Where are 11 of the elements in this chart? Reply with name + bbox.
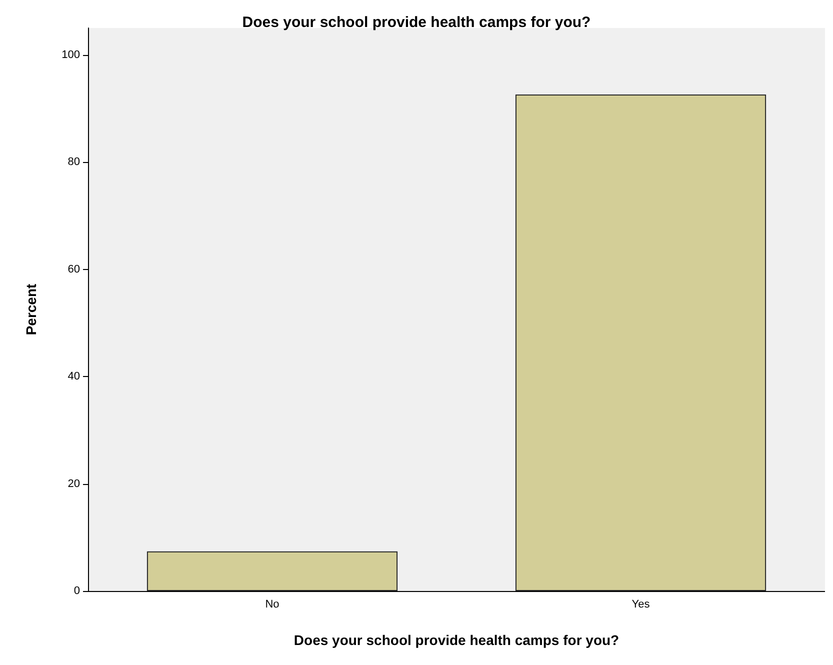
y-tick-label: 80	[68, 156, 80, 168]
y-tick-label: 60	[68, 263, 80, 276]
chart-title: Does your school provide health camps for you?	[242, 14, 591, 31]
x-axis-title: Does your school provide health camps for you?	[294, 632, 620, 648]
x-tick-label: No	[265, 598, 280, 610]
y-tick-label: 20	[68, 478, 80, 490]
y-axis-title: Percent	[23, 283, 39, 336]
y-tick-label: 40	[68, 370, 80, 383]
y-tick-label: 0	[74, 585, 80, 597]
y-tick-label: 100	[62, 48, 80, 61]
x-tick-label: Yes	[632, 598, 650, 610]
